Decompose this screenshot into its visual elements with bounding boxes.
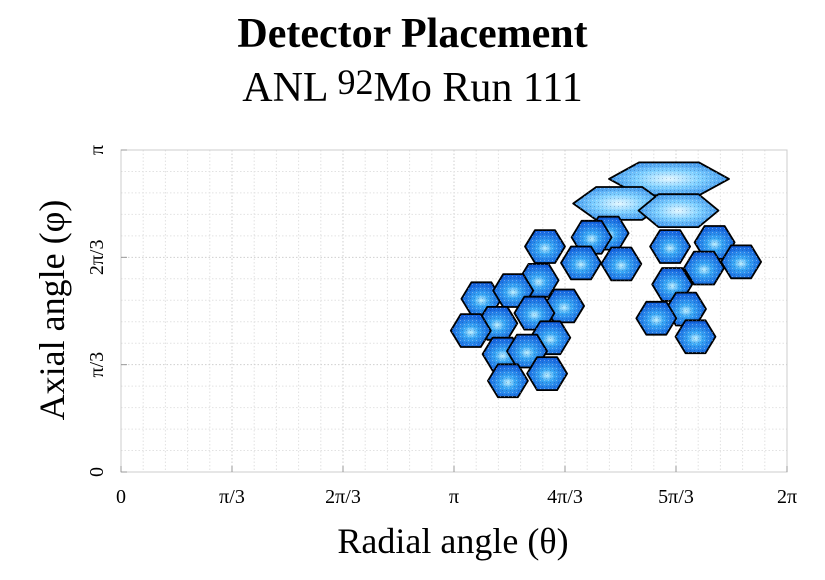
detector-hexagon-texture [525, 230, 565, 263]
detector-hexagon [570, 219, 613, 255]
x-tick-label: π/3 [219, 486, 245, 508]
detector-hexagon [560, 245, 602, 281]
detector-hexagon [449, 313, 492, 348]
detector-hexagon [720, 244, 762, 280]
y-tick-label: 0 [86, 467, 108, 477]
detector-hexagon-texture [684, 251, 724, 285]
detector-hexagon-texture [487, 364, 528, 398]
detector-hexagon [524, 229, 566, 264]
detector-hexagon [635, 300, 678, 336]
detector-hexagon-texture [650, 230, 691, 263]
y-tick-label: 2π/3 [86, 240, 108, 276]
detectors [449, 161, 762, 399]
y-axis-label: Axial angle (φ) [32, 200, 72, 421]
x-axis-label: Radial angle (θ) [337, 521, 568, 561]
x-tick-label: 4π/3 [547, 486, 583, 508]
detector-hexagon-texture [694, 226, 735, 259]
chart-title: Detector Placement [237, 11, 588, 57]
subtitle-suffix: Mo Run 111 [373, 65, 583, 111]
detector-hexagon [600, 246, 643, 282]
detector-hexagon-texture [571, 220, 612, 254]
x-tick-label: 2π/3 [325, 486, 361, 508]
chart-subtitle: ANL 92Mo Run 111 [0, 58, 825, 118]
detector-hexagon [674, 319, 717, 355]
axis-ticks: 0 π/3 2π/3 π 4π/3 5π/3 2π 0 π/3 2π/3 π [86, 145, 797, 508]
subtitle-superscript: 92 [337, 62, 374, 102]
detector-hexagon-texture [450, 314, 491, 347]
detector-hexagon-texture [561, 246, 601, 280]
x-tick-label: 5π/3 [658, 486, 694, 508]
detector-hexagon [649, 229, 691, 264]
detector-hexagon [637, 193, 720, 229]
y-tick-label: π [86, 145, 108, 155]
x-tick-label: 0 [116, 486, 126, 508]
x-tick-label: 2π [777, 486, 797, 508]
detector-hexagon-texture [636, 301, 677, 335]
detector-hexagon-texture [601, 247, 642, 281]
detector-hexagon [526, 356, 568, 392]
detector-hexagon [486, 363, 529, 399]
subtitle-prefix: ANL [242, 65, 338, 111]
detector-hexagon [693, 225, 736, 260]
detector-hexagon-texture [638, 194, 719, 228]
detector-hexagon-texture [721, 245, 762, 279]
detector-hexagon-texture [527, 357, 568, 391]
detector-hexagon-texture [675, 320, 716, 354]
detector-hexagon [683, 250, 725, 286]
y-tick-label: π/3 [86, 352, 108, 378]
x-tick-label: π [449, 486, 459, 508]
